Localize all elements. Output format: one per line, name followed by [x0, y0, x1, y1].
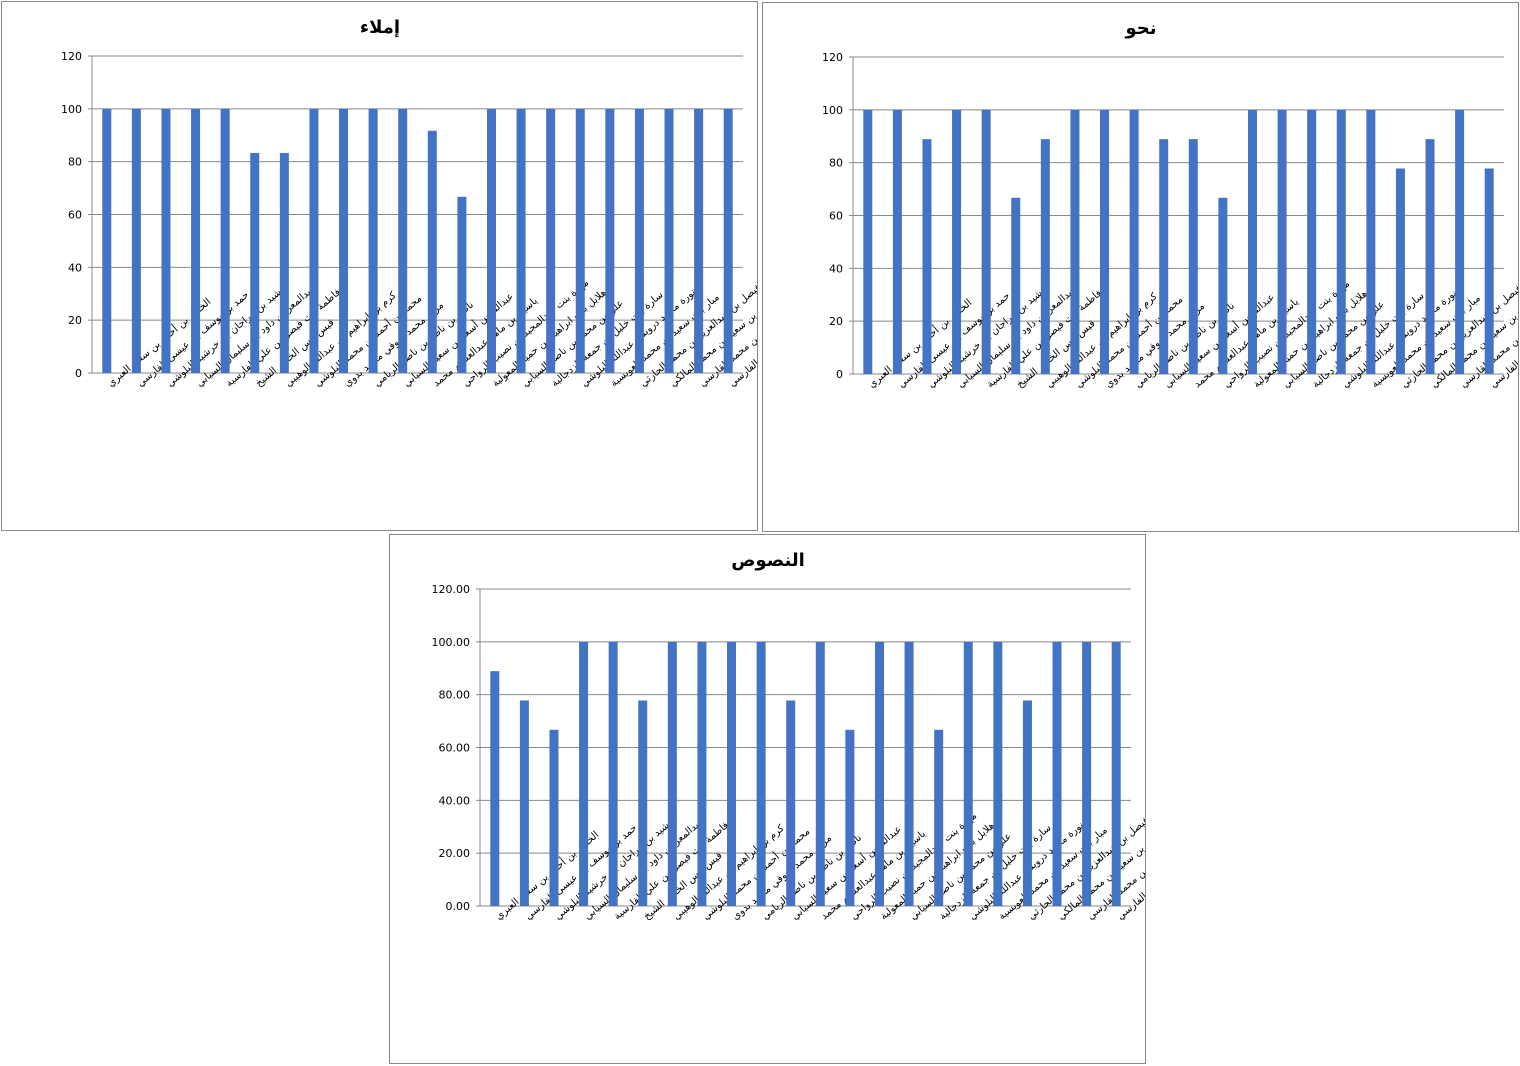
bar [1022, 700, 1032, 906]
y-tick-label: 80.00 [439, 689, 471, 702]
y-tick-label: 20 [68, 314, 82, 327]
bar [815, 641, 825, 906]
bar [1277, 109, 1287, 374]
y-tick-label: 0 [836, 368, 843, 381]
bar [993, 641, 1003, 906]
y-tick-label: 60.00 [439, 742, 471, 755]
y-tick-label: 80 [829, 157, 843, 170]
bar [575, 108, 585, 373]
bar [1366, 109, 1376, 374]
y-tick-label: 0 [75, 367, 82, 380]
bar [1188, 139, 1198, 374]
bar [892, 109, 902, 374]
bar [1247, 109, 1257, 374]
bar [1455, 109, 1465, 374]
chart-title: نحو [1124, 18, 1156, 39]
bar [427, 130, 437, 373]
y-tick-label: 40 [829, 262, 843, 275]
y-tick-label: 60 [829, 210, 843, 223]
chart-nusus: النصوص 0.00 20.00 40.00 60.00 80.00 100.00 120.… [389, 534, 1146, 1064]
bar [786, 700, 796, 906]
bar [1307, 109, 1317, 374]
bar [339, 108, 349, 373]
bar [1484, 168, 1494, 374]
bar [874, 641, 884, 906]
bar [250, 152, 260, 373]
bar [131, 108, 141, 373]
bar [634, 108, 644, 373]
bar [516, 108, 526, 373]
bar [1129, 109, 1139, 374]
bar [368, 108, 378, 373]
bar [694, 108, 704, 373]
y-tick-label: 0.00 [446, 900, 471, 913]
y-tick-label: 120 [61, 50, 82, 63]
bar [1082, 641, 1092, 906]
bar [1111, 641, 1121, 906]
y-tick-label: 100.00 [432, 636, 471, 649]
y-tick-label: 80 [68, 156, 82, 169]
y-tick-label: 20 [829, 315, 843, 328]
bar [102, 108, 112, 373]
y-tick-label: 40.00 [439, 794, 471, 807]
y-tick-label: 60 [68, 209, 82, 222]
bar [1052, 641, 1062, 906]
y-tick-label: 100 [822, 104, 843, 117]
bar [608, 641, 618, 906]
bar [486, 108, 496, 373]
y-tick-label: 20.00 [439, 847, 471, 860]
bar [1218, 197, 1228, 374]
bar [1100, 109, 1110, 374]
bar [1336, 109, 1346, 374]
bar [697, 641, 707, 906]
bar [723, 108, 733, 373]
bar [638, 700, 648, 906]
bar [220, 108, 230, 373]
y-tick-label: 120.00 [432, 583, 471, 596]
bar [1159, 139, 1169, 374]
bar [981, 109, 991, 374]
bar [845, 729, 855, 906]
bar [579, 641, 589, 906]
bar [934, 729, 944, 906]
bar [667, 641, 677, 906]
bar [605, 108, 615, 373]
chart-nahw: نحو 0 20 40 60 80 100 120 الخليل بن أحمد بن سعيد… [762, 2, 1519, 532]
bar [963, 641, 973, 906]
y-tick-label: 120 [822, 51, 843, 64]
bar [1070, 109, 1080, 374]
bar [922, 139, 932, 374]
bar [863, 109, 873, 374]
bar [519, 700, 529, 906]
bar [1425, 139, 1435, 374]
chart-title: النصوص [731, 550, 805, 571]
bar [398, 108, 408, 373]
bar [309, 108, 319, 373]
bar [490, 671, 500, 906]
chart-imla: إملاء 0 20 40 60 80 100 120 الخليل بن أحمد بن سع… [1, 1, 758, 531]
bar [546, 108, 556, 373]
bar [904, 641, 914, 906]
bar [1011, 197, 1021, 374]
y-tick-label: 100 [61, 103, 82, 116]
y-tick-label: 40 [68, 261, 82, 274]
bar [756, 641, 766, 906]
chart-title: إملاء [360, 17, 400, 38]
bar [1040, 139, 1050, 374]
bar [952, 109, 962, 374]
bar [457, 196, 467, 373]
bar [279, 152, 289, 373]
bar [161, 108, 171, 373]
bar [549, 729, 559, 906]
bar [1395, 168, 1405, 374]
bar [191, 108, 201, 373]
bar-chart-svg: النصوص 0.00 20.00 40.00 60.00 80.00 100.00 120.… [432, 550, 1146, 922]
bar [664, 108, 674, 373]
bar [727, 641, 737, 906]
